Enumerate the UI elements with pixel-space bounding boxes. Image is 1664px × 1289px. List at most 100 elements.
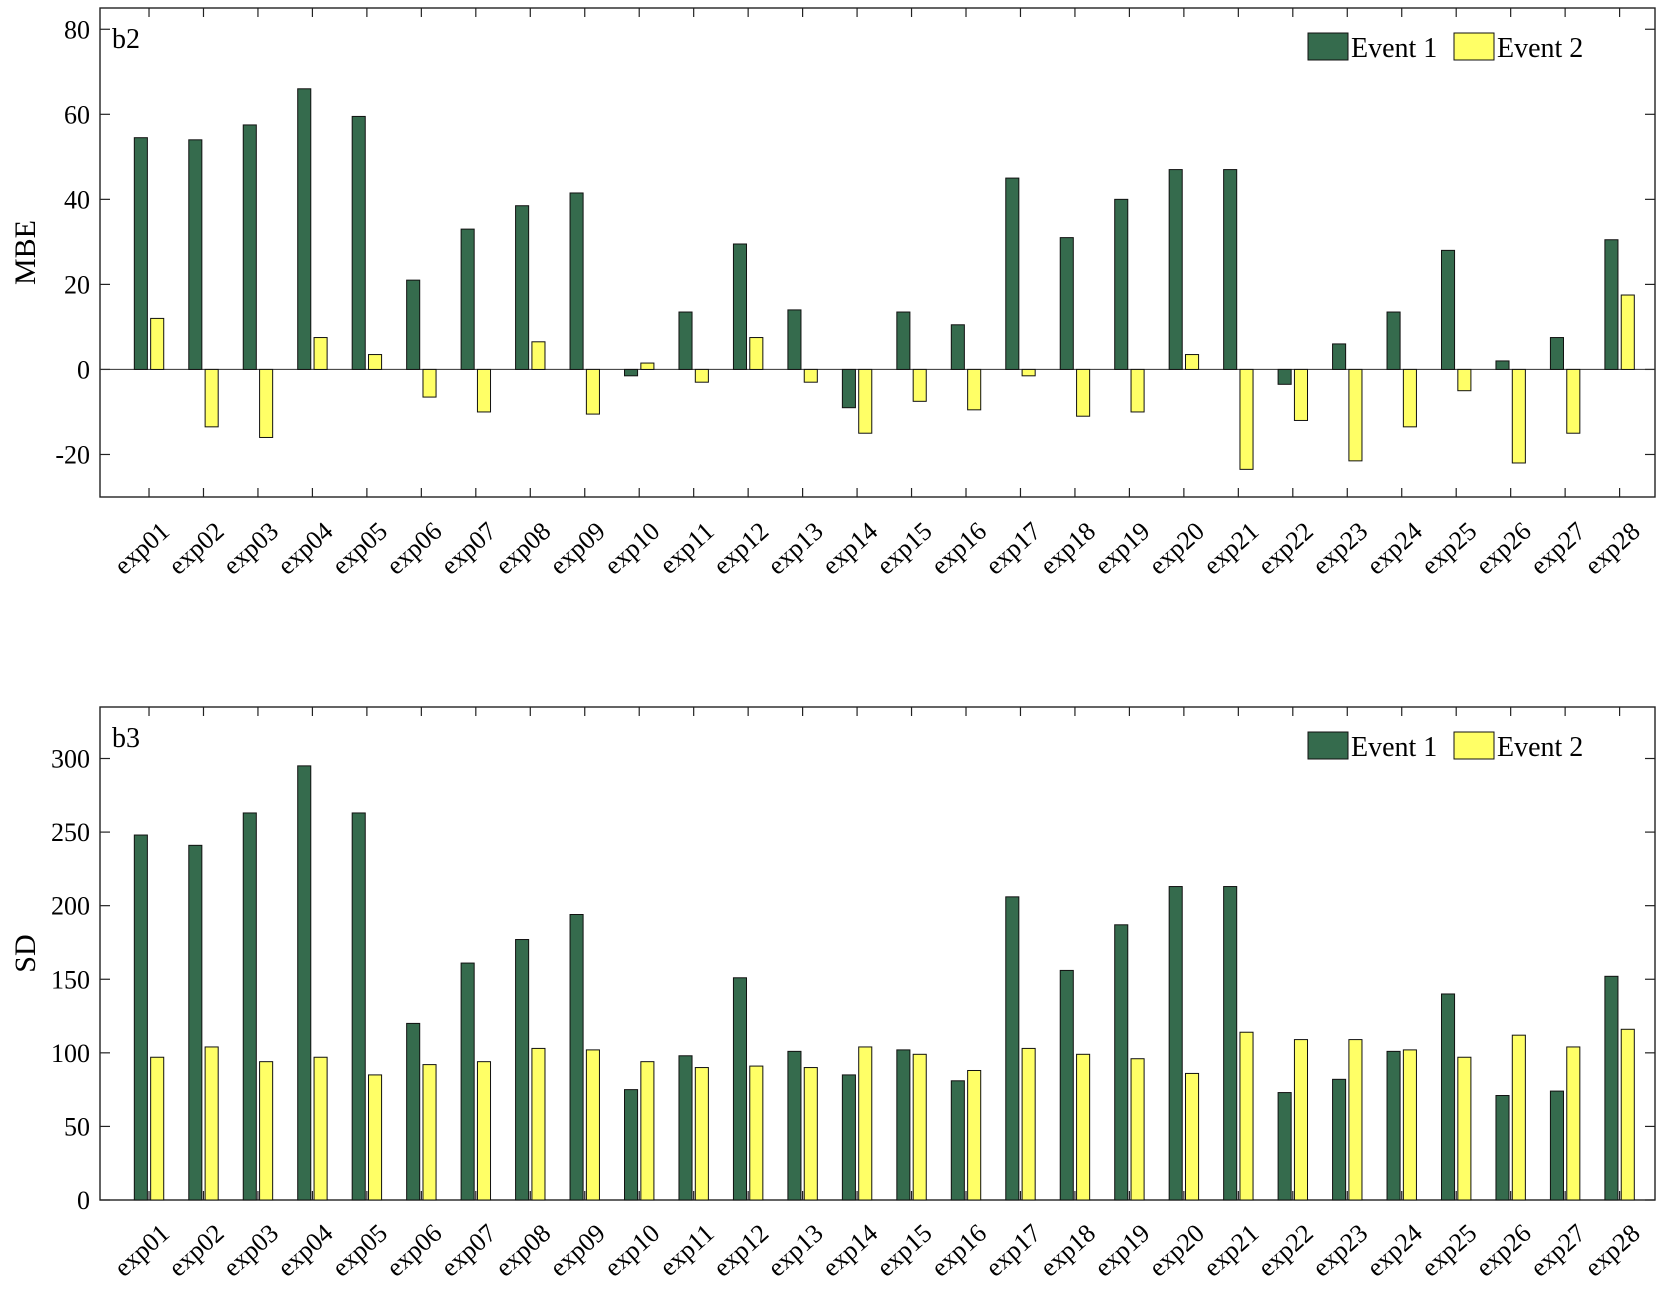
bar-event1-exp21: [1223, 169, 1238, 370]
bar-event2-exp01: [150, 1056, 165, 1201]
bar-event2-exp17: [1021, 1047, 1036, 1201]
x-tick-label: exp02: [163, 516, 230, 580]
bar-event1-exp06: [406, 279, 421, 370]
bar-event2-exp22: [1293, 1039, 1309, 1201]
bar-event2-exp02: [204, 1046, 219, 1201]
legend-item-event1-label: Event 1: [1351, 33, 1437, 64]
bar-event1-exp19: [1114, 198, 1129, 370]
x-tick-label: exp08: [490, 516, 557, 580]
chart-panel-b2: -20020406080exp01exp02exp03exp04exp05exp…: [9, 7, 1656, 580]
bar-event1-exp12: [732, 243, 748, 370]
bar-event2-exp28: [1620, 1028, 1635, 1201]
y-tick-label: 40: [64, 185, 90, 214]
bar-event2-exp20: [1185, 1072, 1200, 1201]
x-tick-label: exp04: [272, 516, 339, 580]
x-tick-label: exp27: [1525, 516, 1592, 580]
bar-event1-exp25: [1440, 249, 1456, 370]
x-tick-label: exp06: [381, 516, 448, 580]
x-tick-label: exp01: [108, 1218, 175, 1282]
bar-event1-exp01: [133, 834, 148, 1201]
x-tick-label: exp20: [1143, 1218, 1210, 1282]
plot-frame: [99, 7, 1656, 498]
bar-event1-exp12: [732, 977, 748, 1201]
bar-event2-exp26: [1511, 368, 1526, 464]
bar-event1-exp20: [1168, 886, 1183, 1201]
bar-event2-exp17: [1021, 368, 1036, 377]
legend: Event 1 Event 2: [1307, 731, 1583, 763]
bar-event1-exp04: [297, 88, 312, 370]
bar-event1-exp26: [1495, 360, 1510, 370]
bar-event1-exp01: [133, 137, 148, 370]
bar-event1-exp09: [569, 914, 584, 1201]
x-tick-label: exp17: [980, 516, 1047, 580]
bar-event2-exp06: [422, 368, 437, 398]
plot-frame: [99, 706, 1656, 1201]
panel-label: b3: [112, 723, 140, 754]
bar-event2-exp02: [204, 368, 219, 428]
x-tick-label: exp25: [1416, 1218, 1483, 1282]
x-tick-label: exp09: [544, 1218, 611, 1282]
x-tick-label: exp11: [654, 516, 720, 579]
y-tick-label: 50: [64, 1112, 90, 1141]
bar-event2-exp20: [1185, 354, 1200, 370]
bar-event1-exp03: [242, 812, 257, 1201]
x-tick-label: exp16: [925, 516, 992, 580]
bar-event2-exp11: [694, 368, 709, 383]
x-tick-label: exp05: [326, 1218, 393, 1282]
x-tick-label: exp19: [1089, 1218, 1156, 1282]
bar-event1-exp23: [1332, 1078, 1347, 1201]
bar-event2-exp24: [1402, 1049, 1417, 1201]
x-tick-label: exp15: [871, 516, 938, 580]
x-tick-label: exp27: [1525, 1218, 1592, 1282]
x-tick-label: exp12: [708, 516, 775, 580]
y-tick-label: 20: [64, 270, 90, 299]
x-tick-label: exp17: [980, 1218, 1047, 1282]
bar-event1-exp22: [1277, 1092, 1292, 1201]
bar-event2-exp06: [422, 1064, 437, 1201]
bar-event1-exp09: [569, 192, 584, 370]
bar-event1-exp15: [896, 1049, 911, 1201]
bar-event2-exp03: [259, 368, 274, 438]
bar-event2-exp13: [803, 1067, 818, 1201]
x-tick-label: exp19: [1089, 516, 1156, 580]
x-tick-label: exp09: [544, 516, 611, 580]
bar-event1-exp17: [1005, 896, 1020, 1201]
legend: Event 1 Event 2: [1307, 32, 1583, 64]
bar-event1-exp19: [1114, 924, 1129, 1201]
x-tick-label: exp07: [435, 516, 502, 580]
bar-event2-exp03: [259, 1061, 274, 1201]
x-tick-label: exp23: [1307, 1218, 1374, 1282]
bar-event2-exp18: [1076, 368, 1091, 417]
y-tick-label: 80: [64, 15, 90, 44]
bar-event1-exp08: [515, 939, 530, 1201]
y-tick-label: 150: [51, 965, 90, 994]
x-tick-label: exp24: [1361, 1218, 1428, 1282]
x-tick-label: exp11: [654, 1218, 720, 1281]
bar-event2-exp19: [1130, 368, 1145, 413]
bar-event2-exp22: [1293, 368, 1309, 421]
bar-event1-exp14: [841, 368, 856, 409]
x-tick-label: exp28: [1579, 1218, 1646, 1282]
y-tick-label: 100: [51, 1039, 90, 1068]
legend-item-event1-swatch: [1307, 32, 1349, 61]
bar-event2-exp04: [313, 337, 328, 370]
x-tick-label: exp23: [1307, 516, 1374, 580]
x-tick-label: exp22: [1252, 1218, 1319, 1282]
legend-item-event1-label: Event 1: [1351, 732, 1437, 763]
bar-event2-exp12: [749, 1065, 764, 1201]
x-tick-label: exp18: [1034, 1218, 1101, 1282]
bar-event2-exp07: [476, 1061, 492, 1201]
x-tick-label: exp06: [381, 1218, 448, 1282]
bar-event2-exp23: [1348, 1039, 1363, 1201]
x-tick-label: exp08: [490, 1218, 557, 1282]
bar-event1-exp24: [1386, 1050, 1401, 1201]
bar-event1-exp13: [787, 1050, 802, 1201]
y-tick-label: 0: [77, 355, 90, 384]
bar-event2-exp16: [967, 368, 982, 411]
bar-event2-exp08: [531, 1047, 546, 1201]
x-tick-label: exp10: [599, 516, 666, 580]
bar-event1-exp22: [1277, 368, 1292, 385]
bar-event1-exp10: [624, 1089, 639, 1201]
